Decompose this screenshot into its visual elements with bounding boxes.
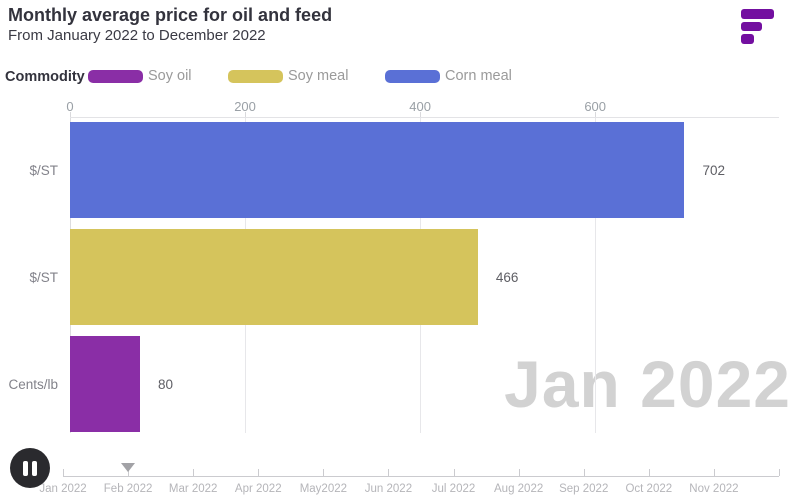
bar-corn-meal[interactable]	[70, 122, 685, 218]
bar-unit-label: $/ST	[29, 269, 58, 285]
legend-title: Commodity	[5, 69, 85, 85]
x-axis-tick	[70, 112, 71, 117]
x-axis-tick-label: 200	[234, 99, 256, 114]
timeline-label-mar-2022[interactable]: Mar 2022	[168, 483, 218, 495]
timeline-label-sep-2022[interactable]: Sep 2022	[559, 483, 609, 495]
timeline-label-apr-2022[interactable]: Apr 2022	[234, 483, 282, 495]
legend-item-label: Corn meal	[445, 68, 512, 84]
timeline-label-aug-2022[interactable]: Aug 2022	[494, 483, 544, 495]
bar-unit-label: Cents/lb	[8, 376, 58, 392]
logo-bar-icon	[741, 34, 754, 44]
period-watermark: Jan 2022	[504, 347, 791, 421]
timeline-tick[interactable]	[258, 469, 260, 476]
page-subtitle: From January 2022 to December 2022	[8, 27, 266, 44]
legend-item-soy-oil[interactable]: Soy oil	[88, 68, 192, 84]
timeline-tick[interactable]	[388, 469, 390, 476]
bar-soy-meal[interactable]	[70, 229, 478, 325]
timeline-label-nov-2022[interactable]: Nov 2022	[689, 483, 739, 495]
logo-bar-icon	[741, 9, 774, 19]
timeline-track[interactable]	[63, 476, 779, 477]
flourish-logo[interactable]	[741, 9, 775, 47]
logo-bar-icon	[741, 22, 762, 31]
timeline-tick[interactable]	[128, 469, 130, 476]
pause-bar-icon	[23, 460, 28, 476]
legend-item-corn-meal[interactable]: Corn meal	[385, 68, 512, 84]
x-axis-tick	[420, 112, 422, 117]
timeline-tick[interactable]	[518, 469, 520, 476]
legend-swatch-icon	[88, 69, 143, 83]
x-axis-tick	[595, 112, 597, 117]
gridline	[595, 118, 597, 433]
bar-soy-oil[interactable]	[70, 336, 141, 432]
timeline-tick[interactable]	[778, 469, 780, 476]
pause-bar-icon	[32, 460, 37, 476]
bar-value-label: 466	[495, 269, 519, 285]
timeline-tick[interactable]	[193, 469, 195, 476]
timeline-label-feb-2022[interactable]: Feb 2022	[103, 483, 153, 495]
x-axis-tick-label: 400	[409, 99, 431, 114]
page-title: Monthly average price for oil and feed	[8, 5, 333, 25]
timeline-label-jun-2022[interactable]: Jun 2022	[364, 483, 413, 495]
legend-item-soy-meal[interactable]: Soy meal	[228, 68, 348, 84]
timeline-label-jul-2022[interactable]: Jul 2022	[431, 483, 476, 495]
bar-unit-label: $/ST	[29, 162, 58, 178]
pause-icon	[23, 460, 37, 476]
legend-swatch-icon	[385, 69, 440, 83]
legend: Commodity Soy oil Soy meal Corn meal	[5, 68, 791, 86]
timeline-tick[interactable]	[583, 469, 585, 476]
timeline-tick[interactable]	[63, 469, 64, 476]
bar-value-label: 702	[702, 162, 725, 178]
timeline-tick[interactable]	[648, 469, 650, 476]
timeline-playhead-icon[interactable]	[121, 463, 136, 472]
bar-value-label: 80	[158, 376, 174, 392]
x-axis-tick-label: 600	[584, 99, 607, 114]
timeline-tick[interactable]	[323, 469, 325, 476]
legend-item-label: Soy meal	[288, 68, 349, 84]
timeline-label-oct-2022[interactable]: Oct 2022	[625, 483, 673, 495]
x-axis-line	[70, 117, 779, 118]
x-axis-tick-label: 0	[66, 99, 74, 114]
legend-item-label: Soy oil	[148, 68, 192, 84]
x-axis-tick	[245, 112, 247, 117]
timeline-label-may2022[interactable]: May2022	[299, 483, 348, 495]
timeline-tick[interactable]	[453, 469, 455, 476]
timeline-label-jan-2022[interactable]: Jan 2022	[39, 483, 87, 495]
timeline-tick[interactable]	[713, 469, 715, 476]
pause-button[interactable]	[10, 448, 50, 488]
legend-swatch-icon	[228, 69, 283, 83]
